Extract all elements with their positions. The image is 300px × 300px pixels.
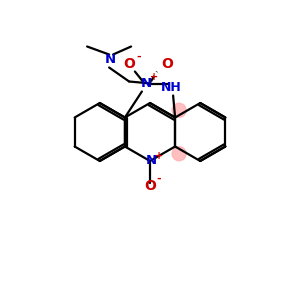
Text: N: N bbox=[105, 53, 116, 66]
Text: +: + bbox=[155, 151, 163, 161]
Text: -: - bbox=[136, 52, 141, 61]
Text: +: + bbox=[150, 73, 158, 82]
Circle shape bbox=[172, 147, 186, 161]
Text: O: O bbox=[161, 56, 173, 70]
Text: NH: NH bbox=[161, 81, 182, 94]
Text: N: N bbox=[140, 77, 152, 90]
Text: -: - bbox=[157, 174, 161, 184]
Text: O: O bbox=[123, 56, 135, 70]
Text: N: N bbox=[146, 154, 157, 167]
Circle shape bbox=[172, 103, 186, 117]
Text: O: O bbox=[144, 179, 156, 193]
